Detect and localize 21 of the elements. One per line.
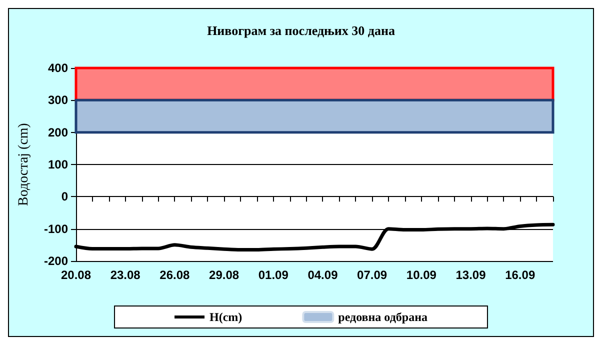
legend-label: H(cm) bbox=[210, 310, 242, 324]
x-tick-label: 04.09 bbox=[308, 268, 338, 282]
y-tick-label: -100 bbox=[44, 222, 68, 236]
y-tick-label: 300 bbox=[48, 93, 68, 108]
x-tick-label: 01.09 bbox=[258, 268, 289, 282]
y-axis-title: Водостај (cm) bbox=[16, 122, 32, 206]
y-tick-label: -200 bbox=[44, 254, 68, 268]
x-tick-label: 07.09 bbox=[357, 268, 388, 282]
y-tick-label: 200 bbox=[48, 125, 68, 140]
x-tick-label: 29.08 bbox=[209, 268, 240, 282]
x-tick-label: 13.09 bbox=[456, 268, 486, 282]
y-tick-label: 0 bbox=[61, 190, 68, 204]
x-tick-label: 16.09 bbox=[505, 268, 536, 282]
y-tick-label: 400 bbox=[48, 61, 68, 75]
y-tick-label: 100 bbox=[48, 158, 68, 172]
chart-title: Нивограм за последњих 30 дана bbox=[207, 23, 396, 38]
x-tick-label: 10.09 bbox=[406, 268, 437, 282]
x-tick-label: 26.08 bbox=[160, 268, 190, 282]
x-tick-label: 20.08 bbox=[60, 268, 92, 282]
legend-label: редовна одбрана bbox=[338, 310, 428, 324]
x-tick-label: 23.08 bbox=[110, 268, 141, 282]
